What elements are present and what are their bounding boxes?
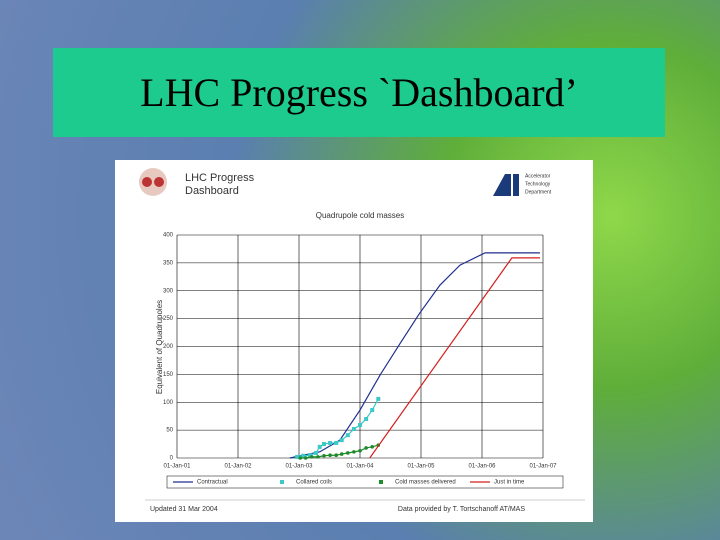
legend-swatch [280,480,284,484]
series-line [369,257,540,459]
department-name: Technology [525,181,551,187]
marker [345,433,350,438]
marker [295,454,300,459]
x-tick-label: 01-Jan-06 [468,464,496,470]
x-tick-label: 01-Jan-02 [224,464,252,470]
x-tick-label: 01-Jan-03 [285,464,313,470]
x-tick-label: 01-Jan-01 [163,464,191,470]
legend-swatch [379,480,383,484]
y-tick-label: 50 [166,428,173,434]
marker [339,452,344,456]
marker [316,455,320,459]
y-axis-label: Equivalent of Quadrupoles [155,300,164,394]
chart-background [115,160,593,522]
chart-title: Quadrupole cold masses [316,211,405,220]
x-tick-label: 01-Jan-07 [529,464,557,470]
marker [364,446,368,450]
marker [351,427,356,432]
dashboard-name: Dashboard [185,185,239,197]
marker [322,453,326,458]
marker [301,453,306,458]
marker [310,455,314,459]
series-line [289,252,540,459]
department-name: Accelerator [525,173,551,179]
marker [317,444,322,449]
y-tick-label: 150 [163,372,174,378]
marker [307,453,312,458]
marker [334,440,339,445]
marker [339,438,344,443]
footer-left: Updated 31 Mar 2004 [150,506,218,513]
legend-box [166,475,564,489]
y-tick-label: 300 [163,288,174,294]
marker [322,442,327,447]
y-tick-label: 100 [163,400,174,406]
logo [142,177,152,187]
marker [370,408,375,413]
marker [358,423,362,428]
legend-label: Just in time [494,480,525,486]
logo [154,177,164,187]
marker [328,453,332,458]
department-name: Department [525,189,552,195]
logo [139,168,167,196]
department-logo [493,174,519,196]
footer-right: Data provided by T. Tortschanoff AT/MAS [398,506,525,513]
x-tick-label: 01-Jan-04 [346,464,374,470]
dashboard-name: LHC Progress [185,172,255,184]
slide-title: LHC Progress `Dashboard’ [53,48,665,137]
marker [298,456,303,460]
legend-label: Contractual [197,480,228,486]
marker [364,416,369,421]
y-tick-label: 400 [163,233,174,239]
y-tick-label: 0 [170,456,174,462]
marker [334,453,339,458]
marker [352,450,356,454]
legend-label: Collared coils [296,480,332,486]
marker [303,456,308,460]
marker [370,445,374,449]
y-tick-label: 200 [163,344,174,350]
marker [376,396,381,401]
y-tick-label: 250 [163,316,174,322]
chart: LHC Progress Dashboard Accelerator Techn… [115,160,593,522]
marker [346,451,350,455]
marker [314,450,319,455]
marker [358,448,362,453]
marker [328,440,333,445]
legend-label: Cold masses delivered [395,480,456,486]
y-tick-label: 350 [163,260,174,266]
x-tick-label: 01-Jan-05 [407,464,435,470]
